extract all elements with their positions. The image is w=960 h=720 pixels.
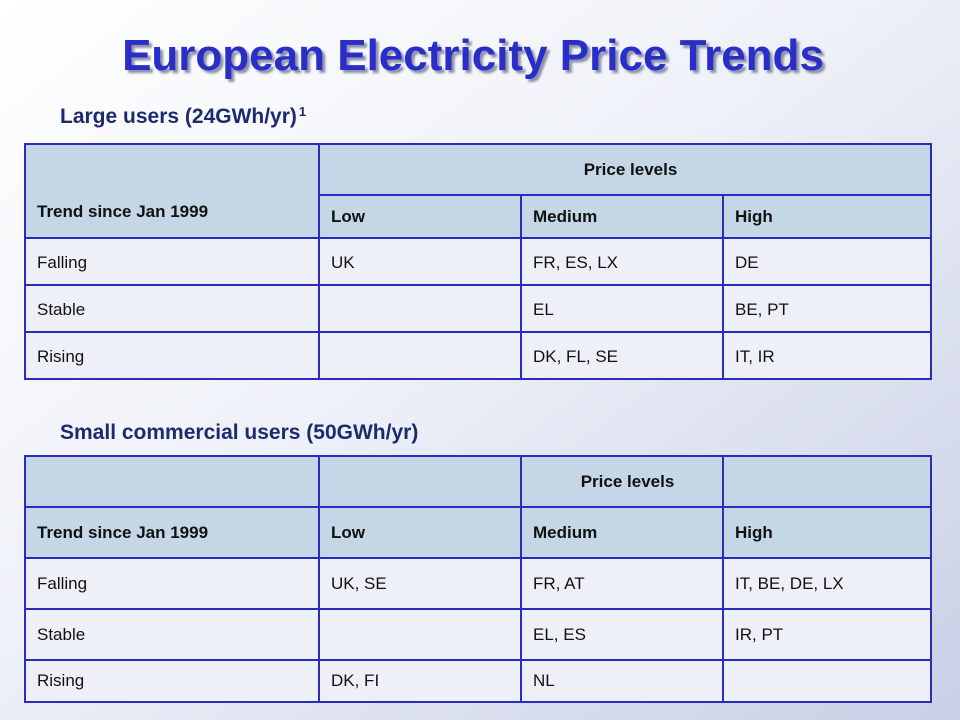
medium-cell: FR, ES, LX: [520, 237, 724, 286]
large-users-heading-text: Large users (24GWh/yr): [60, 105, 297, 128]
table-row: Rising DK, FI NL: [24, 659, 932, 703]
low-cell: DK, FI: [318, 659, 522, 703]
medium-cell: EL, ES: [520, 608, 724, 661]
footnote-marker: 1: [298, 104, 307, 119]
trend-cell: Falling: [24, 237, 320, 286]
small-users-heading: Small commercial users (50GWh/yr): [60, 421, 419, 444]
low-cell: [318, 331, 522, 380]
low-cell: UK: [318, 237, 522, 286]
high-cell: DE: [721, 237, 933, 286]
empty-header-cell: [24, 455, 320, 508]
column-header-medium: Medium: [520, 194, 724, 239]
table-row: Stable EL BE, PT: [24, 284, 933, 333]
trend-cell: Stable: [24, 284, 320, 333]
column-header-high: High: [721, 194, 933, 239]
medium-cell: NL: [520, 659, 724, 703]
large-users-table: Trend since Jan 1999 Price levels Low Me…: [24, 143, 933, 380]
table-row: Falling UK, SE FR, AT IT, BE, DE, LX: [24, 557, 932, 610]
column-header-medium: Medium: [520, 506, 724, 559]
table-header-row: Trend since Jan 1999 Low Medium High: [24, 506, 932, 559]
table-row: Stable EL, ES IR, PT: [24, 608, 932, 661]
table-header-row: Low Medium High: [25, 194, 933, 239]
medium-cell: EL: [520, 284, 724, 333]
empty-header-cell: [318, 455, 522, 508]
low-cell: UK, SE: [318, 557, 522, 610]
large-users-heading: Large users (24GWh/yr) 1: [60, 104, 306, 129]
high-cell: IT, IR: [721, 331, 933, 380]
table-row: Falling UK FR, ES, LX DE: [24, 237, 933, 286]
trend-cell: Rising: [24, 659, 320, 703]
small-users-table: Price levels Trend since Jan 1999 Low Me…: [24, 455, 932, 703]
low-cell: [318, 608, 522, 661]
table-header-row: Price levels: [24, 455, 932, 508]
high-cell: [722, 659, 932, 703]
medium-cell: DK, FL, SE: [520, 331, 724, 380]
price-levels-header: Price levels: [520, 455, 724, 508]
price-levels-header: Price levels: [317, 143, 933, 196]
medium-cell: FR, AT: [520, 557, 724, 610]
slide-title: European Electricity Price Trends: [122, 31, 824, 80]
column-header-low: Low: [318, 194, 522, 239]
high-cell: IT, BE, DE, LX: [722, 557, 932, 610]
column-header-high: High: [722, 506, 932, 559]
table-header-row: Trend since Jan 1999 Price levels: [24, 143, 933, 239]
trend-cell: Falling: [24, 557, 320, 610]
trend-cell: Rising: [24, 331, 320, 380]
low-cell: [318, 284, 522, 333]
column-header-trend: Trend since Jan 1999: [24, 506, 320, 559]
high-cell: BE, PT: [721, 284, 933, 333]
table-row: Rising DK, FL, SE IT, IR: [24, 331, 933, 380]
column-header-low: Low: [318, 506, 522, 559]
empty-header-cell: [722, 455, 932, 508]
high-cell: IR, PT: [722, 608, 932, 661]
trend-cell: Stable: [24, 608, 320, 661]
column-header-trend: Trend since Jan 1999: [24, 143, 320, 239]
